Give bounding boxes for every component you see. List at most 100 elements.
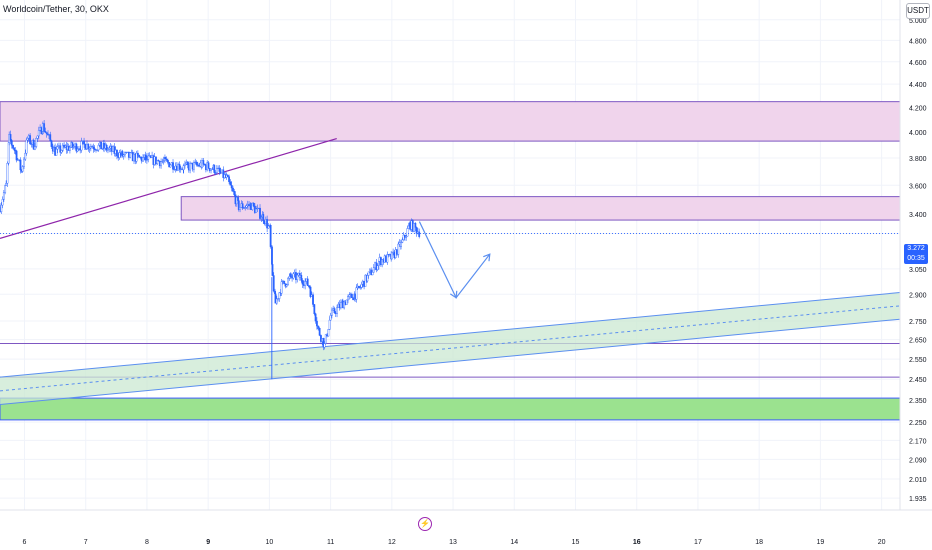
candle-body [267,225,270,229]
time-tick-label: 7 [84,539,88,546]
candle-body [213,164,216,173]
candle-body [339,302,342,309]
price-tick-label: 4.400 [909,82,927,89]
candle-body [288,276,291,279]
candle-body [80,141,83,151]
candle-body [401,239,404,243]
candle-body [314,313,317,322]
candle-body [168,162,171,168]
candle-body [407,225,410,229]
candle-body [277,298,279,300]
time-tick-label: 16 [633,539,641,546]
candle-body [195,161,198,166]
candle-body [350,293,353,299]
candle-body [6,163,9,184]
candle-body [280,281,283,294]
candle-body [23,158,25,167]
candle-body [14,149,17,152]
candle-body [96,149,99,151]
candle-body [306,278,309,286]
resistance-zone [180,196,901,221]
candle-body [29,135,32,144]
candle-body [414,222,417,228]
candle-body [287,277,289,285]
candle-body [44,131,47,133]
candle-body [239,207,241,210]
candle-body [366,275,369,282]
price-tick-label: 2.010 [909,477,927,484]
candle-body [252,202,255,207]
candle-body [218,167,221,172]
candle-body [15,150,18,161]
candle-body [124,152,126,155]
candle-body [324,334,327,344]
candle-body [184,163,186,166]
candle-body [405,235,408,238]
channel-lower-line [0,318,901,406]
price-tick-label: 3.400 [909,212,927,219]
candle-body [136,152,139,156]
candle-body [5,183,8,186]
price-tick-label: 5.000 [909,18,927,25]
price-tick-label: 2.550 [909,357,927,364]
trendline [0,137,337,239]
time-tick-label: 10 [265,539,273,546]
candle-body [262,214,265,222]
candle-body [138,154,141,158]
candle-body [210,168,212,171]
candle-body [312,294,314,305]
tradingview-bolt-icon[interactable]: ⚡ [418,517,432,531]
candle-body [329,315,332,321]
time-tick-label: 17 [694,539,702,546]
time-tick-label: 13 [449,539,457,546]
candle-body [186,162,189,165]
price-tick-label: 1.935 [909,496,927,503]
price-tick-label: 3.600 [909,183,927,190]
candle-body [233,191,236,195]
candle-body [313,304,316,315]
candle-body [169,164,172,168]
candle-body [230,184,233,189]
candle-body [358,285,360,288]
candle-body [172,162,174,170]
candle-body [165,158,168,161]
candle-body [76,148,79,152]
candle-body [269,225,272,247]
symbol-legend[interactable]: Worldcoin/Tether, 30, OKX [3,4,109,14]
candle-body [193,162,195,170]
candle-body [330,309,333,316]
candle-body [129,152,132,158]
channel-midline [0,305,901,392]
candle-body [348,294,351,297]
candle-body [107,149,109,151]
candle-body [1,199,4,206]
candle-body [207,162,210,169]
projection-arrow-head-up [483,253,491,262]
candle-body [122,154,125,157]
candle-body [376,265,379,270]
candle-body [36,135,39,139]
price-tick-label: 4.800 [909,38,927,45]
candle-body [156,160,159,164]
candle-body [327,329,330,337]
candle-body [87,143,90,150]
candle-body [372,267,375,273]
price-tick-label: 2.750 [909,319,927,326]
candle-body [274,293,277,304]
candle-body [9,134,12,141]
candle-body [283,280,286,284]
time-tick-label: 20 [878,539,886,546]
candle-body [25,139,28,154]
candle-body [59,145,62,153]
candle-body [147,155,150,160]
candle-body [89,146,92,149]
candle-body [237,200,240,210]
candle-body [43,123,46,132]
candle-body [105,144,108,151]
currency-button[interactable]: USDT [906,3,930,19]
price-tick-label: 4.000 [909,130,927,137]
candle-body [92,146,95,149]
price-tick-label: 2.650 [909,338,927,345]
